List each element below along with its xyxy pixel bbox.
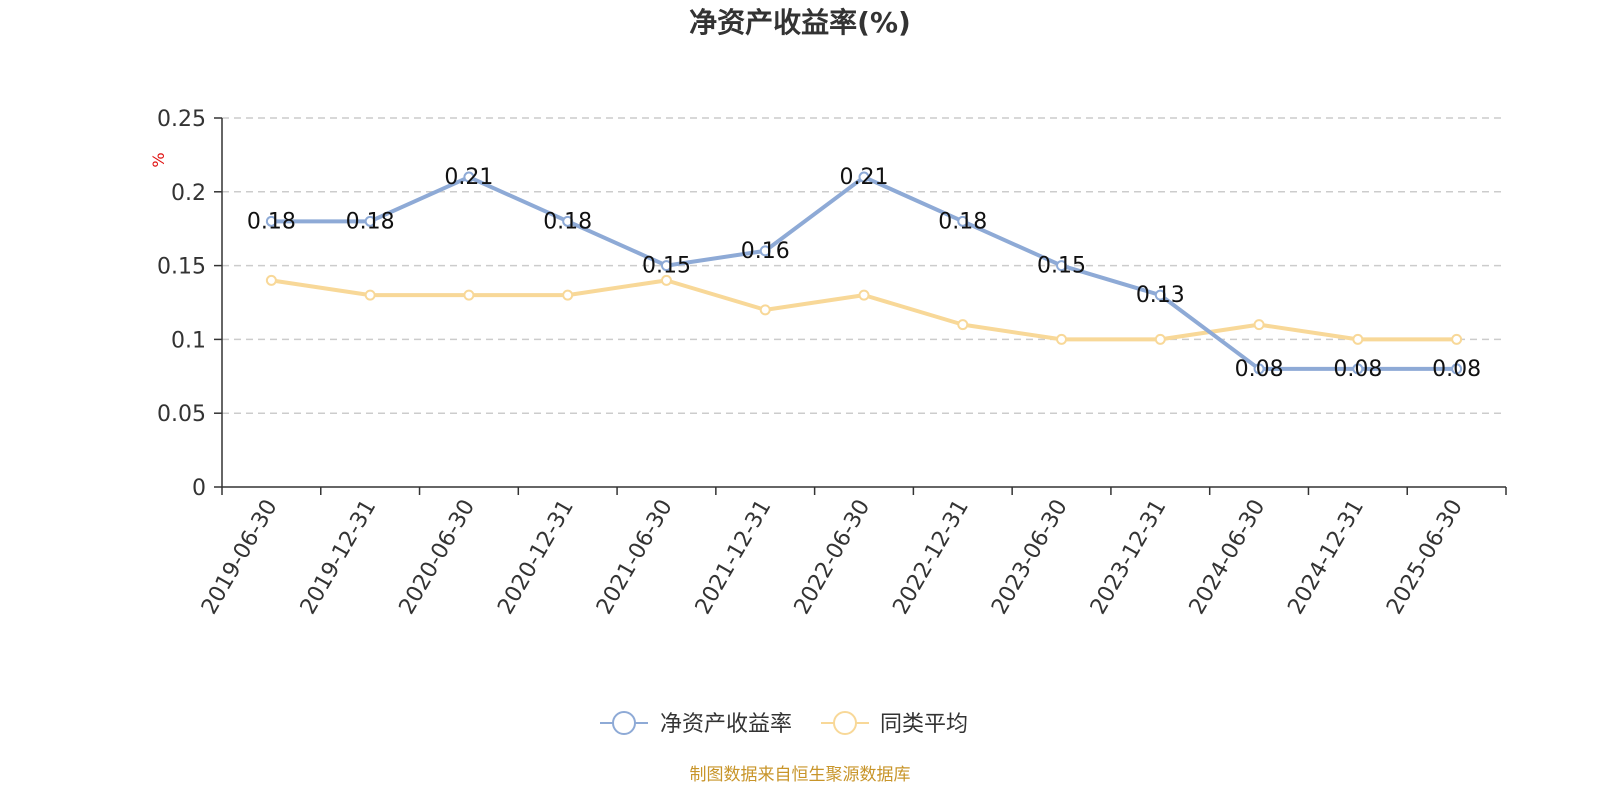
data-point[interactable]	[660, 274, 672, 286]
data-label: 0.15	[642, 254, 691, 279]
data-point[interactable]	[957, 215, 969, 227]
legend-label: 净资产收益率	[660, 712, 792, 737]
y-tick-label: 0.2	[171, 181, 206, 206]
data-point[interactable]	[858, 289, 870, 301]
x-tick-label: 2021-12-31	[691, 496, 777, 619]
x-tick-label: 2025-06-30	[1382, 496, 1468, 619]
data-point[interactable]	[1056, 260, 1068, 272]
data-point[interactable]	[1154, 333, 1166, 345]
data-point[interactable]	[265, 274, 277, 286]
data-label: 0.18	[247, 209, 296, 234]
data-point[interactable]	[1352, 333, 1364, 345]
x-tick-label: 2022-12-31	[888, 496, 974, 619]
data-point[interactable]	[957, 319, 969, 331]
y-tick-label: 0.1	[171, 328, 206, 353]
x-tick-label: 2023-06-30	[987, 496, 1073, 619]
y-tick-label: 0.15	[157, 255, 206, 280]
data-point[interactable]	[463, 171, 475, 183]
data-label: 0.21	[444, 165, 493, 190]
data-label: 0.08	[1432, 357, 1481, 382]
data-label: 0.16	[741, 239, 790, 264]
data-point[interactable]	[364, 215, 376, 227]
data-label: 0.08	[1235, 357, 1284, 382]
x-tick-label: 2023-12-31	[1086, 496, 1172, 619]
y-axis-ticks: 0 0.05 0.1 0.15 0.2 0.25	[157, 107, 222, 501]
data-point[interactable]	[1352, 363, 1364, 375]
data-label: 0.18	[346, 209, 395, 234]
x-tick-label: 2022-06-30	[790, 496, 876, 619]
data-point[interactable]	[1253, 363, 1265, 375]
data-point[interactable]	[858, 171, 870, 183]
data-point[interactable]	[759, 304, 771, 316]
data-point[interactable]	[562, 215, 574, 227]
data-point[interactable]	[463, 289, 475, 301]
y-axis-unit-label: %	[149, 152, 168, 167]
data-point[interactable]	[1154, 289, 1166, 301]
x-tick-label: 2021-06-30	[592, 496, 678, 619]
y-tick-label: 0.25	[157, 107, 206, 132]
legend-label: 同类平均	[880, 712, 968, 737]
series-line-1	[271, 278, 1457, 342]
y-tick-label: 0.05	[157, 402, 206, 427]
legend-item-0[interactable]: 净资产收益率	[600, 711, 792, 737]
data-point[interactable]	[364, 289, 376, 301]
series-group	[265, 171, 1463, 375]
data-point[interactable]	[660, 260, 672, 272]
x-tick-label: 2019-12-31	[296, 496, 382, 619]
data-label: 0.18	[938, 209, 987, 234]
data-label: 0.13	[1136, 283, 1185, 308]
legend-item-1[interactable]: 同类平均	[821, 711, 968, 737]
data-point[interactable]	[1056, 333, 1068, 345]
data-label: 0.08	[1333, 357, 1382, 382]
x-tick-label: 2024-12-31	[1283, 496, 1369, 619]
chart-title: 净资产收益率(%)	[689, 6, 911, 39]
legend-marker	[833, 711, 857, 735]
axes	[221, 118, 1506, 488]
data-point[interactable]	[1451, 333, 1463, 345]
x-tick-label: 2020-06-30	[395, 496, 481, 619]
data-label: 0.15	[1037, 254, 1086, 279]
x-tick-label: 2024-06-30	[1185, 496, 1271, 619]
legend-marker	[612, 711, 636, 735]
data-labels: 0.18 0.18 0.21 0.18 0.15 0.16 0.21 0.18 0.15 0.13…	[247, 165, 1481, 382]
data-point[interactable]	[759, 245, 771, 257]
data-point[interactable]	[1253, 319, 1265, 331]
data-point[interactable]	[265, 215, 277, 227]
x-axis-ticks: 2019-06-30 2019-12-31 2020-06-30 2020-12-31…	[197, 487, 1507, 619]
gridlines	[222, 117, 1506, 414]
data-label: 0.18	[543, 209, 592, 234]
data-point[interactable]	[562, 289, 574, 301]
x-tick-label: 2019-06-30	[197, 496, 283, 619]
y-tick-label: 0	[192, 476, 206, 501]
data-label: 0.21	[840, 165, 889, 190]
legend[interactable]: 净资产收益率 同类平均	[600, 711, 968, 737]
x-tick-label: 2020-12-31	[493, 496, 579, 619]
data-point[interactable]	[1451, 363, 1463, 375]
data-source-note: 制图数据来自恒生聚源数据库	[690, 765, 911, 785]
